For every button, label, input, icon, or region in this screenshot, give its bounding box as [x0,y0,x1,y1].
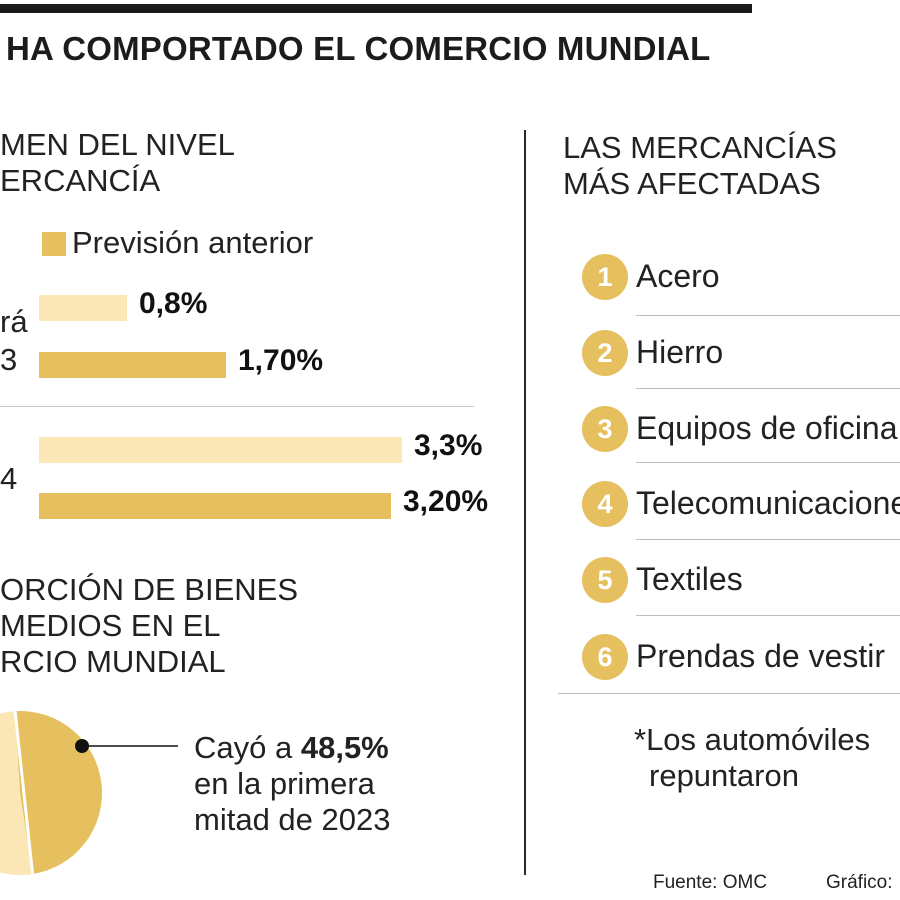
rank-badge: 5 [582,557,628,603]
pie-annotation-line3: mitad de 2023 [194,802,391,837]
rank-badge: 6 [582,634,628,680]
pie-annotation-value: 48,5% [300,730,389,765]
goods-note-line1: *Los automóviles [634,722,871,757]
group-label-2-line2: 4 [0,461,18,496]
goods-label: Telecomunicaciones [636,485,900,521]
group-divider [0,406,474,407]
goods-label: Hierro [636,334,724,370]
graphic-credit: Gráfico: [826,872,893,893]
row-divider [636,388,900,389]
intermediate-section-title-line1: ORCIÓN DE BIENES [0,572,298,607]
rank-badge: 3 [582,406,628,452]
top-rule [0,4,752,13]
legend-swatch-previous-forecast [42,232,66,256]
intermediate-section-title-line2: MEDIOS EN EL [0,608,221,643]
bar-current [39,295,127,321]
bar-value-label: 0,8% [139,287,208,320]
pie-slice-divider [13,710,35,875]
source-credit: Fuente: OMC [653,872,768,893]
row-divider [636,462,900,463]
legend-label: Previsión anterior [72,225,314,260]
row-divider [636,539,900,540]
bar-previous-forecast [39,493,391,519]
goods-label: Acero [636,258,720,294]
pie-annotation-line1: Cayó a 48,5% [194,731,389,765]
goods-list-bottom-rule [558,693,900,694]
bar-current [39,437,402,463]
pie-annotation-line2: en la primera [194,766,375,801]
rank-badge: 1 [582,254,628,300]
intermediate-goods-pie-chart [0,710,178,875]
bar-value-label: 1,70% [238,344,324,377]
goods-section-title-line1: LAS MERCANCÍAS [563,130,837,165]
page-title: HA COMPORTADO EL COMERCIO MUNDIAL [6,30,711,67]
bar-value-label: 3,20% [403,485,489,518]
group-label-1-line2: 3 [0,342,18,377]
volume-section-title-line1: MEN DEL NIVEL [0,127,235,162]
bar-value-label: 3,3% [414,429,483,462]
pie-slice-rest [0,711,33,875]
rank-badge: 2 [582,330,628,376]
column-divider [524,130,526,875]
goods-section-title-line2: MÁS AFECTADAS [563,166,821,201]
pie-annotation-prefix: Cayó a [194,730,301,765]
row-divider [636,615,900,616]
goods-label: Textiles [636,561,743,597]
bar-previous-forecast [39,352,226,378]
rank-badge: 4 [582,481,628,527]
goods-note-line2: repuntaron [649,758,799,793]
goods-label: Equipos de oficina [636,410,898,446]
goods-label: Prendas de vestir [636,638,886,674]
volume-section-title-line2: ERCANCÍA [0,163,161,198]
group-label-1-line1: rá [0,304,28,339]
row-divider [636,315,900,316]
intermediate-section-title-line3: RCIO MUNDIAL [0,644,226,679]
